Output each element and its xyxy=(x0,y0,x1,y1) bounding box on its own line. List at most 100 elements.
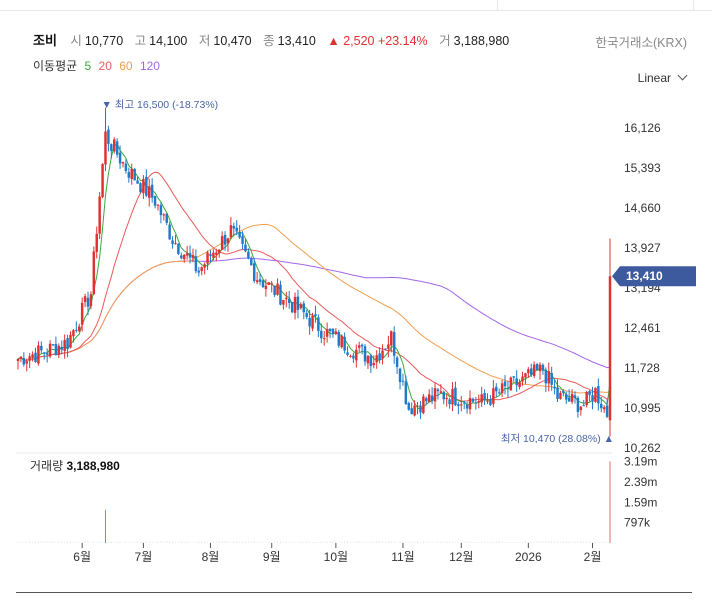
volume-bar xyxy=(364,542,366,543)
candle-body xyxy=(538,364,542,372)
volume-bar xyxy=(484,541,486,543)
volume-bar xyxy=(609,461,611,543)
volume-label: 거래량 3,188,980 xyxy=(30,459,120,473)
ma5-legend[interactable]: 5 xyxy=(84,59,92,73)
volume-bar xyxy=(344,541,346,543)
time-tick-label: 10월 xyxy=(324,550,348,564)
time-tick-label: 11월 xyxy=(391,550,415,564)
candle-body xyxy=(553,386,556,389)
candle-body xyxy=(16,358,20,361)
volume-bar xyxy=(125,541,127,543)
volume-bar xyxy=(554,541,556,543)
candle-body xyxy=(497,392,501,394)
candle-body xyxy=(25,361,28,364)
candle-body xyxy=(130,168,133,179)
volume-bar xyxy=(309,542,311,543)
volume-bar xyxy=(116,541,118,543)
volume-bar xyxy=(297,542,299,543)
candle-body xyxy=(559,392,562,399)
candle-body xyxy=(168,224,171,240)
low-value: 10,470 xyxy=(213,34,252,48)
candle-body xyxy=(299,304,303,309)
volume-bar xyxy=(119,541,121,543)
candle-body xyxy=(355,349,358,361)
volume-tick-label: 2.39m xyxy=(624,475,657,489)
candle-body xyxy=(305,312,308,318)
candle-body xyxy=(139,183,142,193)
volume-bar xyxy=(34,541,36,543)
price-tick-label: 10,262 xyxy=(624,441,661,455)
volume-bar xyxy=(84,541,86,543)
volume-bar xyxy=(568,541,570,543)
candle-body xyxy=(573,395,577,398)
candle-body xyxy=(182,254,186,260)
ma60-legend[interactable]: 60 xyxy=(119,59,133,73)
candle-body xyxy=(206,252,209,264)
candle-body xyxy=(366,356,370,364)
candle-body xyxy=(115,141,119,155)
volume-bar xyxy=(341,541,343,543)
price-tick-label: 10,995 xyxy=(624,401,661,415)
candle-body xyxy=(136,180,139,184)
current-price-badge xyxy=(612,266,696,287)
candle-body xyxy=(101,163,104,198)
volume-bar xyxy=(574,541,576,543)
candle-body xyxy=(212,252,215,258)
candle-body xyxy=(597,386,600,404)
volume-bar xyxy=(294,542,296,543)
candle-body xyxy=(293,296,297,313)
candle-body xyxy=(241,236,244,244)
candle-body xyxy=(328,328,332,332)
volume-bar xyxy=(268,542,270,543)
volume-bar xyxy=(533,542,535,543)
ma5-line xyxy=(17,143,611,411)
candle-body xyxy=(107,129,110,144)
volume-bar xyxy=(349,541,351,543)
candle-body xyxy=(489,399,492,406)
candle-body xyxy=(375,355,378,363)
volume-bar xyxy=(379,541,381,543)
candle-body xyxy=(398,368,402,383)
volume-bar xyxy=(279,541,281,543)
volume-bar xyxy=(244,541,246,543)
volume-bar xyxy=(247,541,249,543)
candle-body xyxy=(594,387,597,402)
candle-body xyxy=(544,369,548,384)
candle-body xyxy=(191,255,195,259)
volume-bar xyxy=(417,541,419,543)
volume-bar xyxy=(274,541,276,543)
candle-body xyxy=(401,380,405,382)
volume-bar xyxy=(522,542,524,543)
candle-body xyxy=(509,377,513,391)
volume-bar xyxy=(163,541,165,543)
volume-bar xyxy=(402,541,404,543)
volume-bar xyxy=(478,542,480,543)
price-tick-label: 14,660 xyxy=(624,201,661,215)
volume-bar xyxy=(411,541,413,543)
volume-bar xyxy=(428,541,430,543)
volume-bar xyxy=(107,542,109,543)
candle-body xyxy=(110,144,113,151)
candle-body xyxy=(588,391,591,396)
volume-bar xyxy=(460,541,462,543)
ma20-legend[interactable]: 20 xyxy=(98,59,112,73)
ma120-legend[interactable]: 120 xyxy=(139,59,160,73)
volume-tick-label: 797k xyxy=(624,516,651,530)
volume-bar xyxy=(282,542,284,543)
candle-body xyxy=(124,163,128,171)
volume-bar xyxy=(446,541,448,543)
scale-dropdown[interactable]: Linear xyxy=(638,70,688,85)
candle-body xyxy=(197,270,201,273)
volume-bar xyxy=(180,541,182,543)
volume-bar xyxy=(259,541,261,543)
volume-bar xyxy=(370,541,372,543)
volume-bar xyxy=(481,541,483,543)
volume-bar xyxy=(606,542,608,543)
candle-body xyxy=(527,369,530,374)
candle-body xyxy=(547,371,550,384)
candle-body xyxy=(282,299,285,305)
candle-body xyxy=(28,356,31,361)
time-tick-label: 7월 xyxy=(135,550,153,564)
ma-legend-title: 이동평균 xyxy=(33,59,78,73)
